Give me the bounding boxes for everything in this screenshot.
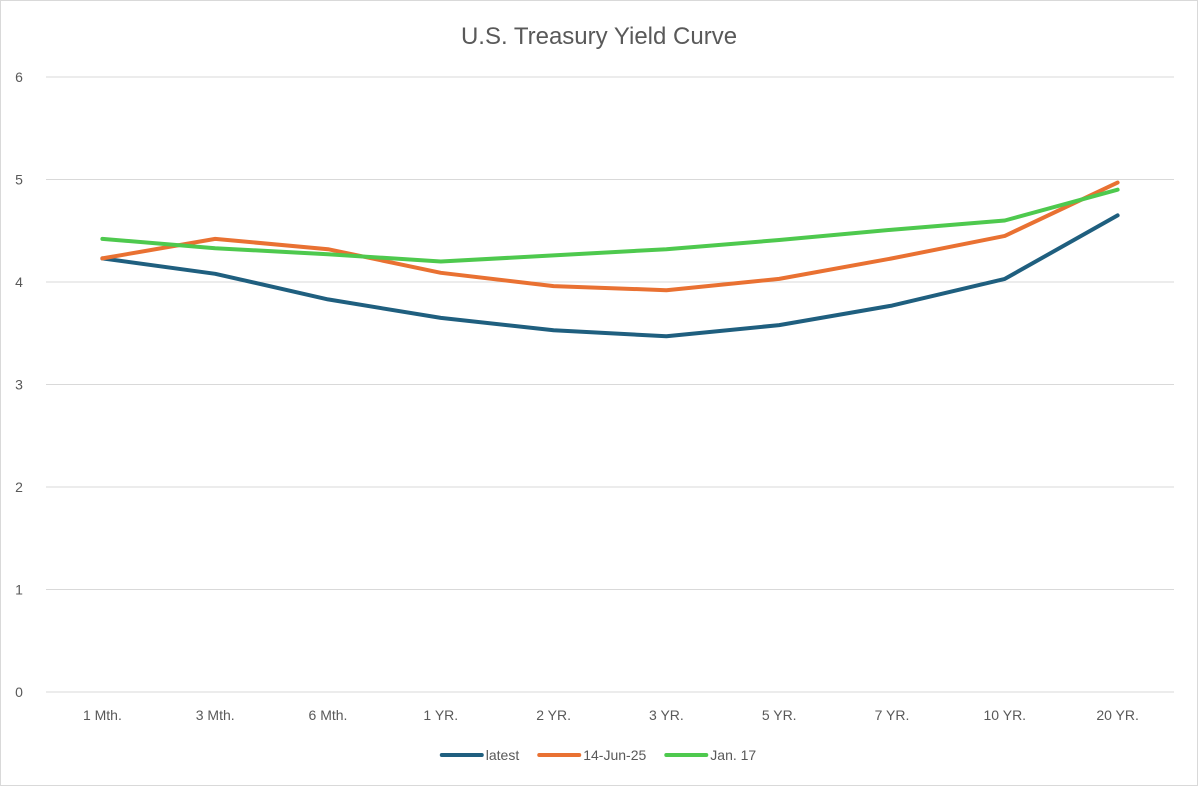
x-axis-ticks: 1 Mth. 3 Mth. 6 Mth. 1 YR. 2 YR. 3 YR. 5 YR. 7 … — [83, 707, 1139, 723]
legend-label: Jan. 17 — [710, 747, 756, 763]
y-axis-ticks: 0 1 2 3 4 5 6 — [15, 69, 23, 700]
y-tick-label: 5 — [15, 172, 23, 188]
series-line-jan-17 — [100, 187, 1120, 264]
y-tick-label: 6 — [15, 69, 23, 85]
series-lines — [100, 180, 1120, 339]
x-tick-label: 1 Mth. — [83, 707, 122, 723]
x-tick-label: 20 YR. — [1096, 707, 1139, 723]
x-tick-label: 7 YR. — [875, 707, 910, 723]
legend-item-latest[interactable]: latest — [439, 747, 520, 763]
x-tick-label: 5 YR. — [762, 707, 797, 723]
x-tick-label: 3 Mth. — [196, 707, 235, 723]
legend-item-14-jun-25[interactable]: 14-Jun-25 — [537, 747, 646, 763]
y-tick-label: 1 — [15, 582, 23, 598]
chart-title: U.S. Treasury Yield Curve — [461, 23, 737, 50]
x-tick-label: 6 Mth. — [309, 707, 348, 723]
legend-item-jan-17[interactable]: Jan. 17 — [664, 747, 756, 763]
gridlines — [46, 76, 1174, 693]
legend-label: latest — [486, 747, 520, 763]
x-tick-label: 3 YR. — [649, 707, 684, 723]
x-tick-label: 10 YR. — [984, 707, 1027, 723]
y-tick-label: 4 — [15, 274, 23, 290]
y-tick-label: 2 — [15, 479, 23, 495]
x-tick-label: 1 YR. — [423, 707, 458, 723]
y-tick-label: 3 — [15, 377, 23, 393]
y-tick-label: 0 — [15, 684, 23, 700]
legend-label: 14-Jun-25 — [583, 747, 646, 763]
series-line-latest — [100, 213, 1120, 339]
x-tick-label: 2 YR. — [536, 707, 571, 723]
legend[interactable]: latest 14-Jun-25 Jan. 17 — [439, 747, 757, 763]
series-line-14-jun-25 — [100, 180, 1120, 293]
